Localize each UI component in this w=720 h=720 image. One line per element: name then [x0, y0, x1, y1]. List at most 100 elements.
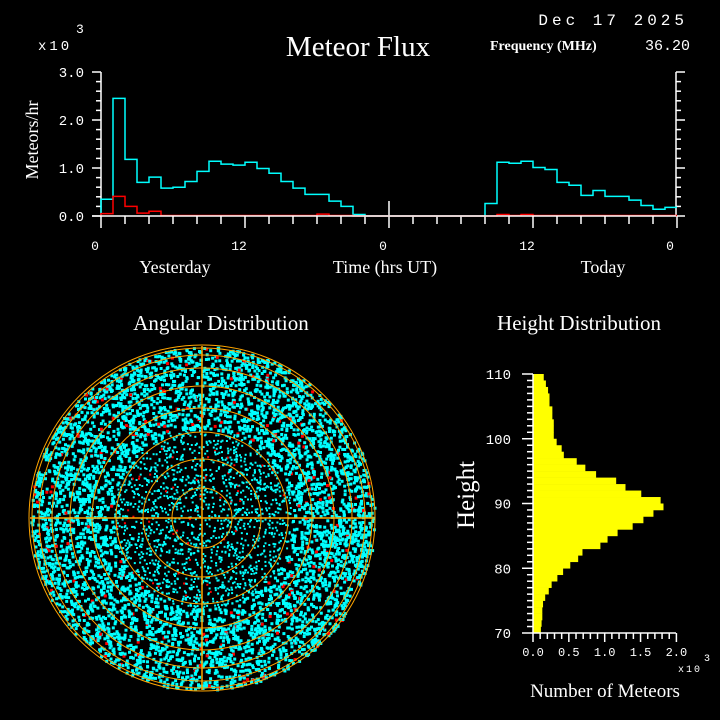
meteor-point [163, 475, 166, 478]
meteor-point [39, 548, 43, 552]
meteor-point [339, 534, 342, 538]
meteor-point [181, 679, 185, 683]
meteor-point [286, 626, 290, 630]
meteor-point [115, 394, 119, 398]
meteor-point [146, 457, 149, 460]
meteor-point [165, 574, 168, 577]
meteor-point [220, 559, 223, 561]
meteor-point [309, 487, 313, 491]
meteor-point [114, 540, 118, 544]
meteor-point [142, 614, 146, 618]
meteor-point [45, 490, 49, 494]
meteor-point [259, 472, 262, 475]
meteor-point [291, 416, 295, 420]
meteor-point [251, 463, 254, 466]
meteor-point [221, 451, 223, 454]
meteor-point [362, 485, 366, 489]
meteor-point [208, 540, 211, 543]
meteor-point [358, 514, 362, 518]
meteor-point [56, 468, 60, 472]
meteor-point [53, 581, 57, 585]
meteor-point [123, 633, 127, 637]
meteor-point [170, 519, 173, 522]
meteor-point [34, 545, 38, 549]
meteor-point [279, 494, 282, 497]
meteor-point [156, 568, 159, 571]
meteor-point [193, 414, 197, 418]
meteor-point [303, 631, 306, 635]
meteor-point [173, 383, 177, 387]
meteor-point [331, 498, 335, 502]
meteor-point [228, 478, 231, 481]
meteor-point [298, 474, 302, 478]
meteor-point [58, 593, 62, 597]
meteor-point [65, 599, 69, 603]
meteor-point [345, 548, 349, 552]
meteor-point [186, 431, 189, 434]
meteor-point [147, 508, 149, 511]
meteor-point [285, 612, 289, 616]
meteor-point [207, 539, 210, 542]
meteor-point [311, 551, 315, 555]
meteor-point [240, 418, 244, 422]
meteor-point [198, 452, 201, 454]
meteor-point [86, 512, 90, 516]
meteor-point [217, 587, 220, 590]
meteor-point [159, 529, 162, 532]
meteor-point [295, 625, 299, 629]
meteor-point [117, 481, 121, 485]
meteor-point [349, 477, 353, 481]
meteor-point [227, 627, 231, 631]
meteor-point [68, 523, 72, 527]
meteor-point [236, 625, 240, 629]
meteor-point [103, 504, 107, 508]
meteor-point [172, 506, 175, 509]
meteor-point [171, 671, 175, 675]
meteor-point [318, 598, 321, 602]
meteor-point [227, 450, 230, 453]
meteor-point [232, 652, 235, 656]
meteor-point [56, 520, 60, 524]
meteor-point [54, 446, 58, 450]
meteor-point [370, 497, 374, 501]
meteor-point [59, 491, 63, 495]
meteor-point [69, 472, 73, 476]
meteor-point [154, 378, 158, 382]
meteor-point [163, 449, 166, 452]
meteor-point [174, 391, 178, 395]
meteor-point [150, 579, 153, 582]
meteor-point [236, 372, 240, 376]
meteor-point [256, 554, 259, 557]
meteor-point [69, 518, 73, 522]
meteor-point [82, 448, 86, 452]
meteor-point [37, 560, 41, 564]
meteor-point [169, 373, 173, 377]
meteor-point [269, 558, 272, 561]
meteor-point [114, 515, 117, 518]
meteor-point [283, 371, 287, 375]
meteor-point [299, 613, 303, 617]
meteor-point [68, 436, 72, 440]
meteor-point [101, 410, 105, 414]
meteor-point [203, 565, 206, 568]
meteor-point [293, 548, 297, 552]
meteor-point [135, 592, 138, 596]
meteor-point [349, 466, 353, 470]
meteor-point [199, 523, 202, 526]
meteor-point [284, 581, 288, 585]
meteor-point [323, 466, 327, 470]
meteor-point [132, 525, 135, 528]
meteor-point [311, 468, 315, 472]
meteor-point [312, 482, 316, 486]
meteor-point [179, 391, 183, 395]
meteor-point [213, 671, 217, 675]
meteor-point [208, 581, 211, 584]
meteor-point [151, 608, 155, 611]
meteor-point [259, 608, 263, 612]
meteor-point [148, 547, 151, 550]
meteor-point [176, 502, 179, 505]
meteor-point [269, 646, 273, 650]
meteor-point [152, 616, 156, 619]
meteor-point [260, 589, 264, 593]
meteor-point [339, 586, 343, 590]
